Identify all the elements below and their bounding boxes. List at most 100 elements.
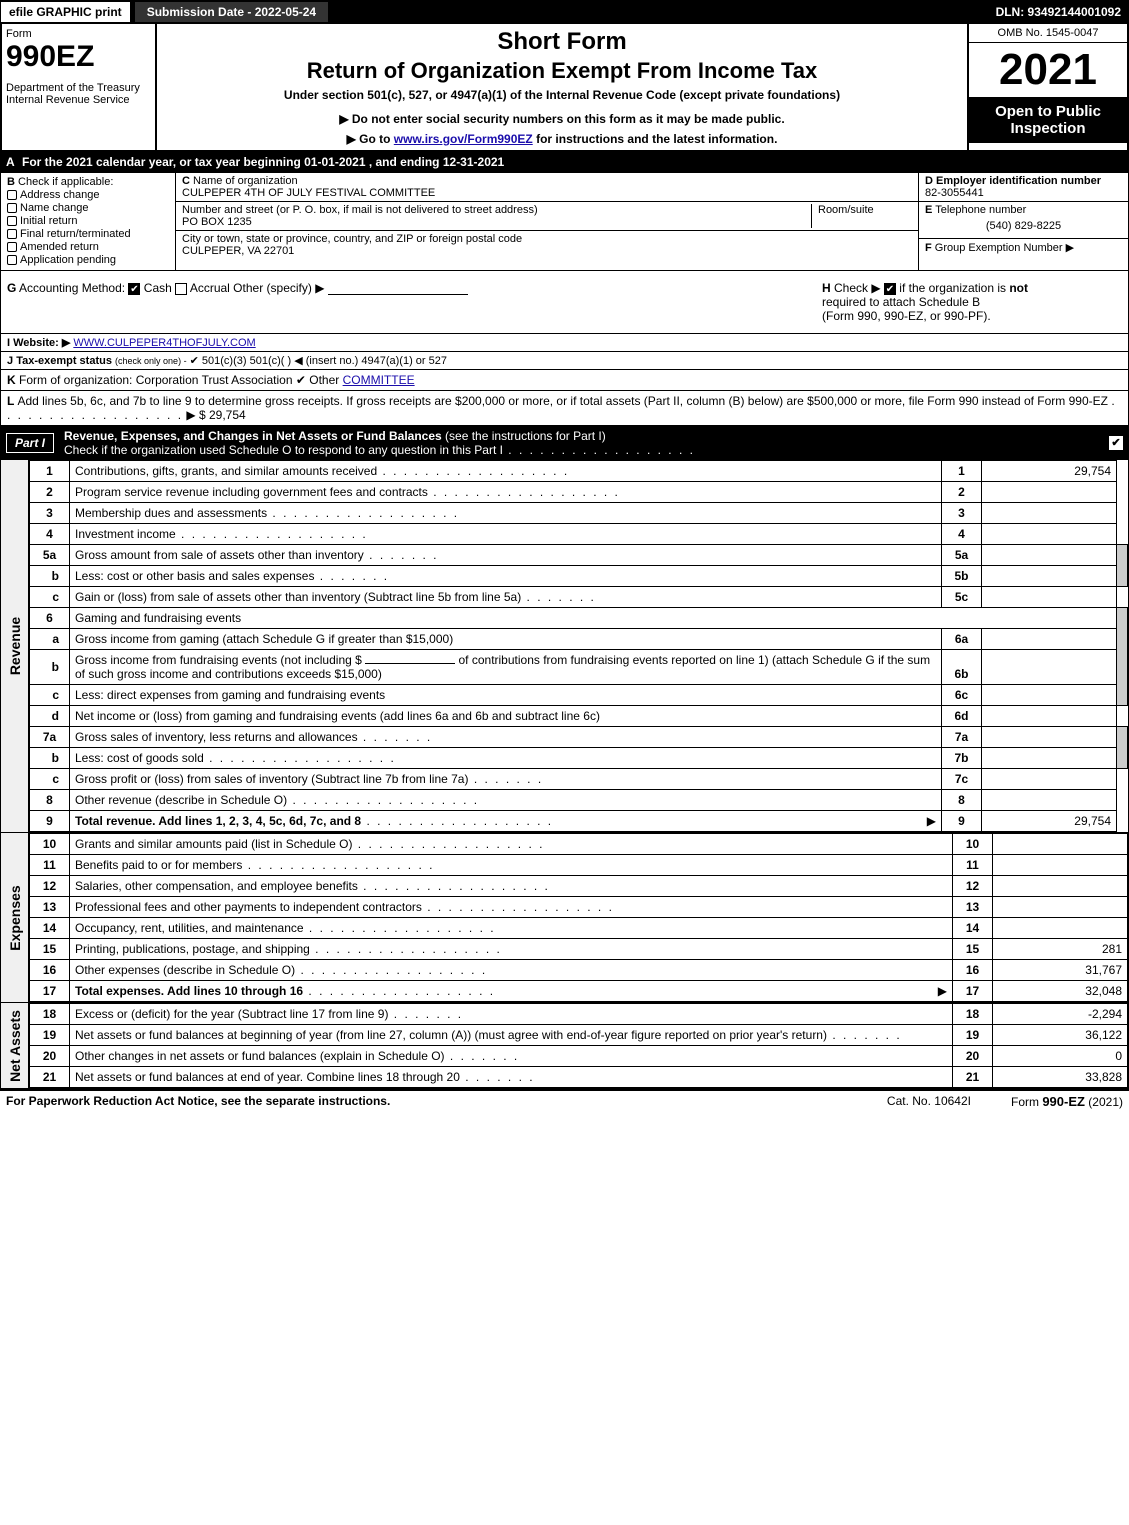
chk-application-pending[interactable]: Application pending [7,254,169,266]
line-6: 6Gaming and fundraising events [30,608,1128,629]
org-address-row: Number and street (or P. O. box, if mail… [176,202,918,231]
ein-row: D Employer identification number 82-3055… [919,173,1128,201]
part-i-checkbox[interactable]: ✔ [1109,436,1123,450]
org-city-row: City or town, state or province, country… [176,231,918,259]
h-line2: required to attach Schedule B [822,295,980,309]
org-address: PO BOX 1235 [182,216,252,228]
website-label: Website: ▶ [13,337,70,349]
main-title: Return of Organization Exempt From Incom… [165,58,959,84]
row-a-calendar: A For the 2021 calendar year, or tax yea… [0,152,1129,172]
efile-print[interactable]: efile GRAPHIC print [0,1,131,23]
expenses-label: Expenses [1,833,29,1002]
line-7a: 7aGross sales of inventory, less returns… [30,727,1128,748]
chk-final-return[interactable]: Final return/terminated [7,228,169,240]
header-right: OMB No. 1545-0047 2021 Open to Public In… [967,24,1127,150]
open-inspection: Open to Public Inspection [969,97,1127,143]
ein-label: Employer identification number [936,175,1101,187]
chk-cash[interactable]: ✔ [128,283,140,295]
chk-501c3[interactable]: ✔ [190,355,199,367]
line-10: 10Grants and similar amounts paid (list … [30,834,1128,855]
line-20: 20Other changes in net assets or fund ba… [30,1046,1128,1067]
h-not: not [1009,281,1028,295]
ein-value: 82-3055441 [925,187,984,199]
calendar-year-text: For the 2021 calendar year, or tax year … [22,155,504,169]
dln: DLN: 93492144001092 [988,2,1129,22]
j-note: (check only one) - [115,356,187,366]
ssn-warning: ▶ Do not enter social security numbers o… [165,112,959,126]
name-of-org-label: Name of organization [193,175,298,187]
line-6b: bGross income from fundraising events (n… [30,650,1128,685]
tax-year: 2021 [969,43,1127,97]
form-of-org-row: K Form of organization: Corporation Trus… [0,370,1129,391]
letter-a: A [6,155,15,169]
accounting-method-label: Accounting Method: [19,281,125,295]
gross-receipts-row: L Add lines 5b, 6c, and 7b to line 9 to … [0,391,1129,426]
group-exemption-row: F Group Exemption Number ▶ [919,239,1128,256]
expenses-section: Expenses 10Grants and similar amounts pa… [0,833,1129,1003]
h-pre: Check ▶ [834,281,881,295]
line-2: 2Program service revenue including gover… [30,482,1128,503]
line-8: 8Other revenue (describe in Schedule O)8 [30,790,1128,811]
line-6d: dNet income or (loss) from gaming and fu… [30,706,1128,727]
letter-j: J [7,355,16,367]
line-5c: cGain or (loss) from sale of assets othe… [30,587,1128,608]
letter-d: D [925,175,933,187]
letter-g: G [7,281,16,295]
website-link[interactable]: WWW.CULPEPER4THOFJULY.COM [73,337,255,349]
chk-initial-return[interactable]: Initial return [7,215,169,227]
page-footer: For Paperwork Reduction Act Notice, see … [0,1089,1129,1112]
goto-post: for instructions and the latest informat… [533,132,778,146]
goto-line: ▶ Go to www.irs.gov/Form990EZ for instru… [165,132,959,146]
line-5a: 5aGross amount from sale of assets other… [30,545,1128,566]
omb-number: OMB No. 1545-0047 [969,24,1127,43]
chk-schedule-b[interactable]: ✔ [884,283,896,295]
net-assets-table: 18Excess or (deficit) for the year (Subt… [29,1003,1128,1088]
part-i-title: Revenue, Expenses, and Changes in Net As… [60,426,699,460]
col-b-checkboxes: B Check if applicable: Address change Na… [1,173,176,270]
revenue-table: 1Contributions, gifts, grants, and simil… [29,460,1128,832]
line-7c: cGross profit or (loss) from sales of in… [30,769,1128,790]
short-form-title: Short Form [165,28,959,56]
line-9: 9Total revenue. Add lines 1, 2, 3, 4, 5c… [30,811,1128,832]
block-bcdef: B Check if applicable: Address change Na… [0,172,1129,271]
phone-label: Telephone number [935,204,1026,216]
org-city: CULPEPER, VA 22701 [182,245,294,257]
schedule-b-check: H Check ▶ ✔ if the organization is not r… [822,281,1122,323]
line-3: 3Membership dues and assessments3 [30,503,1128,524]
letter-e: E [925,204,932,216]
line-7b: bLess: cost of goods sold7b [30,748,1128,769]
line-12: 12Salaries, other compensation, and empl… [30,876,1128,897]
letter-h: H [822,281,831,295]
line-13: 13Professional fees and other payments t… [30,897,1128,918]
net-assets-label: Net Assets [1,1003,29,1088]
letter-k: K [7,373,19,387]
address-label: Number and street (or P. O. box, if mail… [182,204,538,216]
irs-link[interactable]: www.irs.gov/Form990EZ [394,132,533,146]
website-row: I Website: ▶ WWW.CULPEPER4THOFJULY.COM [0,334,1129,352]
chk-name-change[interactable]: Name change [7,202,169,214]
dept-treasury: Department of the Treasury Internal Reve… [6,82,151,106]
chk-other-org[interactable]: ✔ [296,373,306,387]
paperwork-notice: For Paperwork Reduction Act Notice, see … [6,1094,390,1109]
chk-address-change[interactable]: Address change [7,189,169,201]
form-label: Form [6,28,151,40]
line-15: 15Printing, publications, postage, and s… [30,939,1128,960]
net-assets-section: Net Assets 18Excess or (deficit) for the… [0,1003,1129,1089]
line-16: 16Other expenses (describe in Schedule O… [30,960,1128,981]
submission-date: Submission Date - 2022-05-24 [135,2,328,22]
part-i-tag: Part I [6,433,54,453]
other-specify-line[interactable] [328,294,468,295]
chk-amended-return[interactable]: Amended return [7,241,169,253]
city-label: City or town, state or province, country… [182,233,522,245]
letter-b: B [7,176,15,188]
h-post: if the organization is [899,281,1009,295]
group-exemption-label: Group Exemption Number ▶ [935,242,1074,254]
letter-f: F [925,242,932,254]
line-14: 14Occupancy, rent, utilities, and mainte… [30,918,1128,939]
other-org-link[interactable]: COMMITTEE [343,373,415,387]
gross-receipts-text: Add lines 5b, 6c, and 7b to line 9 to de… [17,394,1108,408]
chk-accrual[interactable] [175,283,187,295]
line-5b: bLess: cost or other basis and sales exp… [30,566,1128,587]
form-of-org-label: Form of organization: [19,373,132,387]
line-21: 21Net assets or fund balances at end of … [30,1067,1128,1088]
